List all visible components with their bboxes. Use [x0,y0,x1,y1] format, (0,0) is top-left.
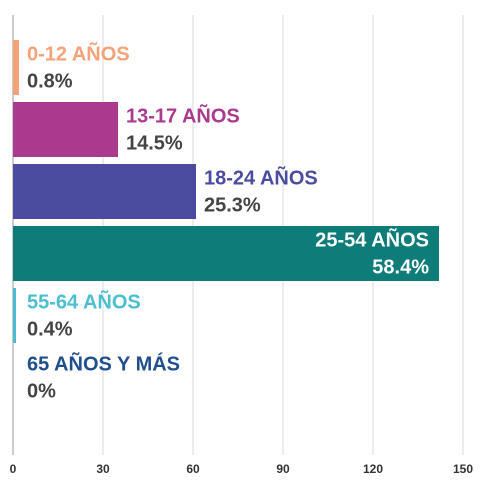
bar [13,40,19,95]
share-label: 0.8% [27,70,73,92]
share-label: 0% [27,380,56,402]
share-label: 0.4% [27,318,73,340]
bar [13,226,439,281]
x-tick-label: 90 [276,462,290,476]
category-label: 55-64 AÑOS [27,290,141,313]
category-label: 65 AÑOS Y MÁS [27,352,180,375]
share-label: 58.4% [372,256,429,278]
x-tick-label: 0 [10,462,17,476]
bar [13,164,196,219]
share-label: 25.3% [204,194,261,216]
x-tick-label: 60 [186,462,200,476]
category-label: 25-54 AÑOS [315,228,429,251]
x-tick-label: 30 [96,462,110,476]
x-tick-label: 120 [363,462,383,476]
x-tick-label: 150 [453,462,473,476]
bar [13,288,16,343]
category-label: 13-17 AÑOS [126,104,240,127]
bar [13,102,118,157]
category-label: 0-12 AÑOS [27,42,130,65]
category-label: 18-24 AÑOS [204,166,318,189]
share-label: 14.5% [126,132,183,154]
